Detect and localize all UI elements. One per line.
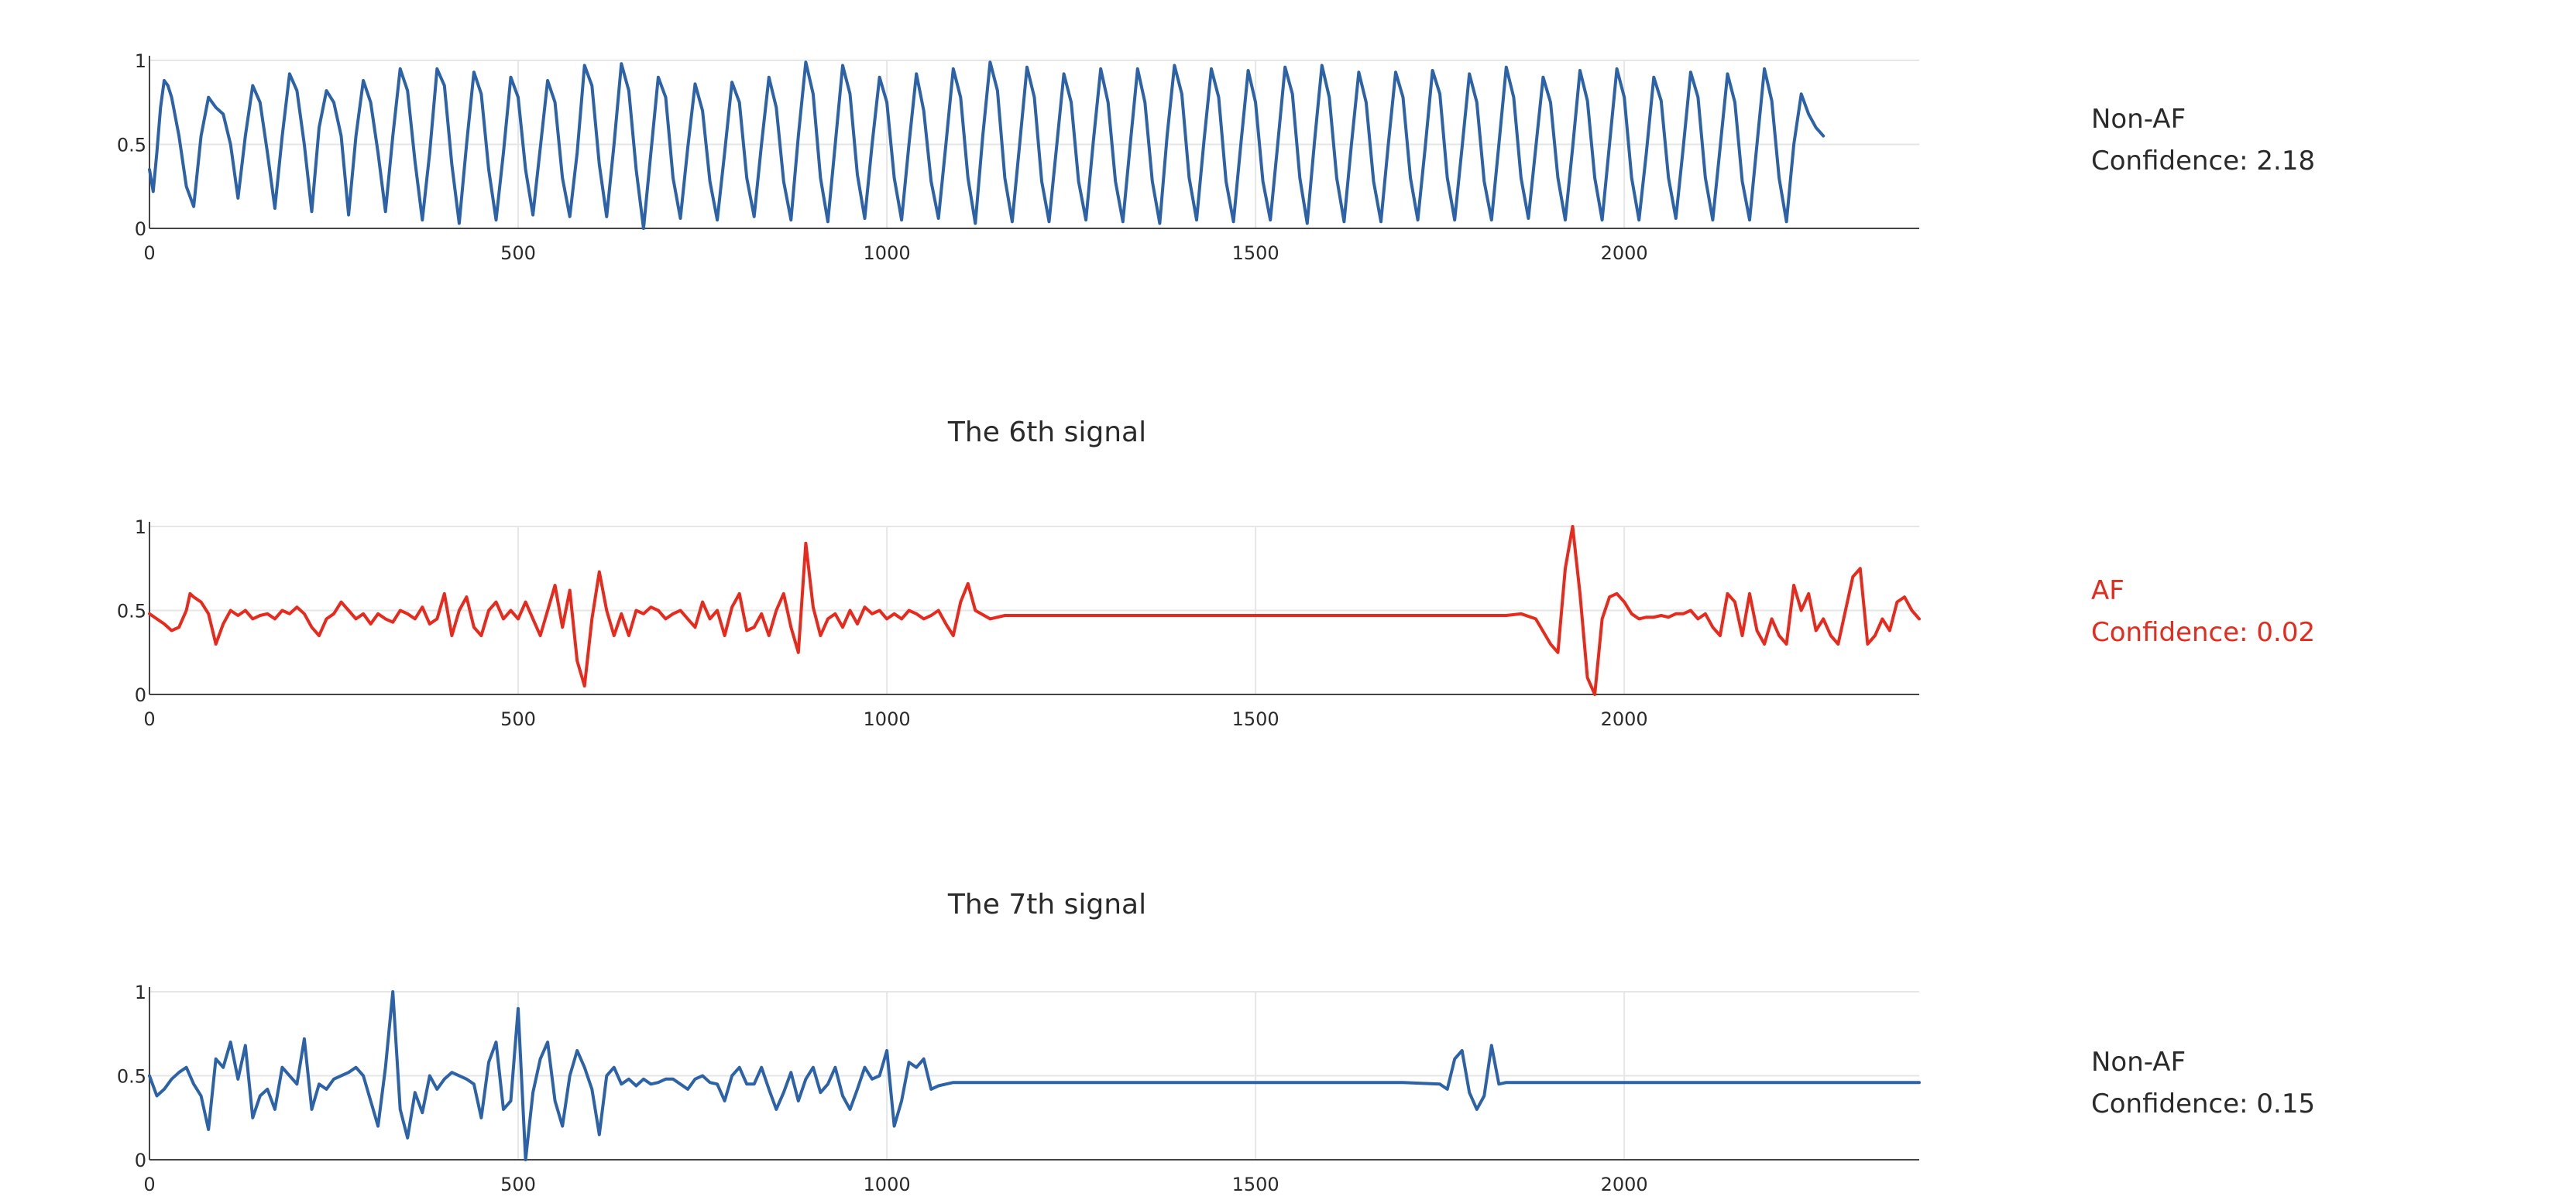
prediction-label: Non-AF [2091,104,2186,135]
y-tick-label: 0 [135,1150,146,1171]
x-tick-label: 1000 [864,242,911,264]
x-tick-label: 500 [500,1174,536,1195]
y-tick-label: 0.5 [117,135,146,156]
x-tick-label: 1500 [1232,708,1279,730]
prediction-block-2: AF Confidence: 0.02 [2091,570,2315,653]
signal-line-3 [148,990,1921,1161]
signal-line-1 [148,60,1826,230]
x-tick-label: 1500 [1232,242,1279,264]
x-tick-label: 2000 [1601,242,1648,264]
y-tick-label: 0.5 [117,1066,146,1088]
x-tick-label: 0 [143,708,155,730]
x-tick-label: 1500 [1232,1174,1279,1195]
prediction-label: Non-AF [2091,1047,2186,1078]
y-tick-label: 1 [135,982,146,1003]
signal-panel-3: 0 500 1000 1500 2000 0 0.5 1 [117,982,1921,1195]
signal-line-2 [148,525,1921,696]
x-tick-label: 500 [500,708,536,730]
signal-panel-2: 0 500 1000 1500 2000 0 0.5 1 [117,516,1921,730]
x-tick-label: 1000 [864,1174,911,1195]
x-tick-label: 0 [143,1174,155,1195]
x-tick-label: 2000 [1601,708,1648,730]
y-tick-label: 1 [135,50,146,72]
panel-title-6th: The 6th signal [947,417,1147,448]
y-tick-label: 1 [135,516,146,538]
x-tick-label: 1000 [864,708,911,730]
y-tick-label: 0.5 [117,601,146,622]
panel-title-7th: The 7th signal [947,889,1147,921]
y-tick-label: 0 [135,684,146,706]
x-tick-label: 0 [143,242,155,264]
x-tick-label: 500 [500,242,536,264]
x-tick-label: 2000 [1601,1174,1648,1195]
confidence-label: Confidence: 0.02 [2091,617,2316,648]
confidence-label: Confidence: 2.18 [2091,146,2316,177]
y-tick-label: 0 [135,218,146,240]
prediction-block-3: Non-AF Confidence: 0.15 [2091,1041,2315,1125]
confidence-label: Confidence: 0.15 [2091,1089,2316,1119]
signal-panel-1: 0 500 1000 1500 2000 0 0.5 1 [117,50,1919,264]
prediction-block-1: Non-AF Confidence: 2.18 [2091,98,2315,182]
prediction-label: AF [2091,575,2124,606]
